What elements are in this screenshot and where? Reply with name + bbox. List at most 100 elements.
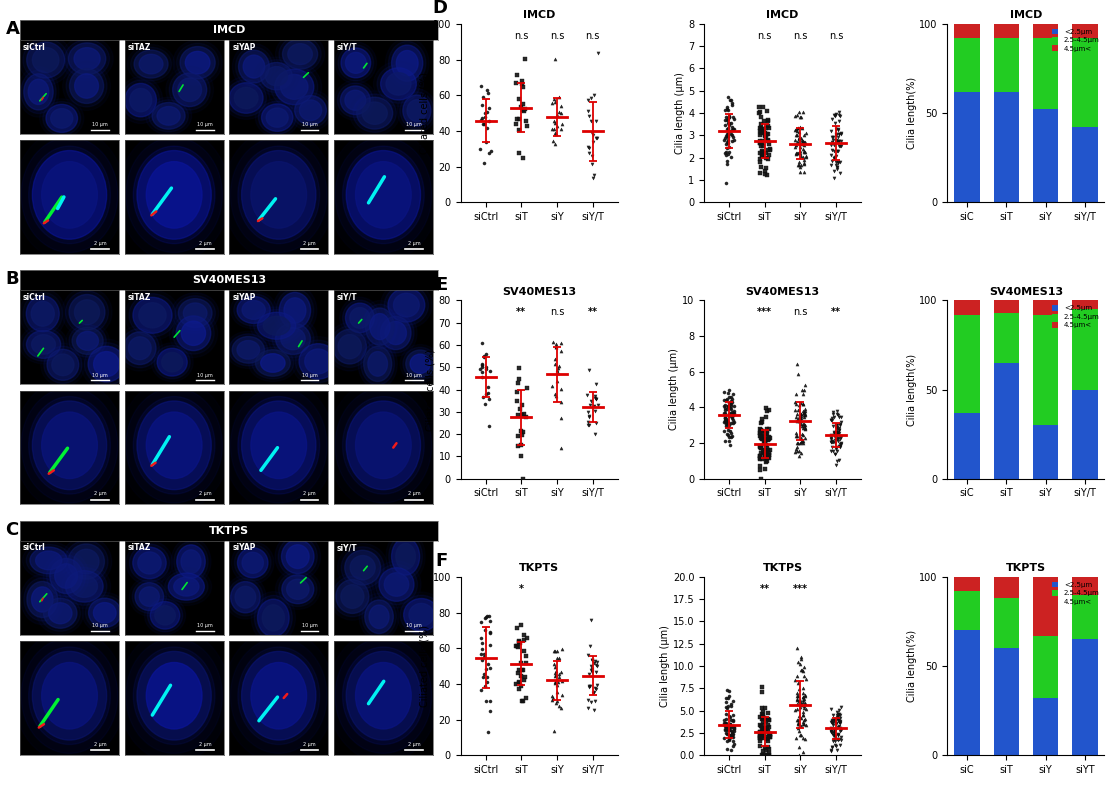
- Ellipse shape: [279, 36, 321, 72]
- Point: [824, 436, 841, 448]
- Ellipse shape: [133, 397, 215, 494]
- Ellipse shape: [125, 290, 180, 340]
- Point: [827, 739, 845, 752]
- Point: [475, 651, 493, 664]
- Point: [759, 153, 777, 165]
- Point: [480, 609, 497, 622]
- Point: [759, 740, 777, 753]
- Point: [788, 436, 806, 449]
- Point: [716, 717, 734, 730]
- Point: [719, 416, 737, 429]
- Bar: [993, 599, 1019, 648]
- Point: [753, 712, 770, 725]
- Point: [760, 728, 778, 741]
- Ellipse shape: [27, 296, 59, 332]
- Point: [751, 106, 769, 118]
- Point: [789, 713, 807, 726]
- Point: [553, 411, 571, 424]
- Point: [552, 337, 569, 350]
- Point: [789, 156, 807, 169]
- Point: [717, 420, 735, 432]
- Point: [796, 422, 814, 435]
- Point: [791, 145, 809, 157]
- Point: [793, 384, 810, 397]
- Ellipse shape: [238, 340, 260, 359]
- Ellipse shape: [335, 138, 432, 253]
- Ellipse shape: [129, 577, 170, 616]
- Ellipse shape: [235, 47, 272, 86]
- Text: TKTPS: TKTPS: [209, 525, 250, 536]
- Point: [579, 405, 597, 418]
- Point: [473, 648, 491, 661]
- Point: [719, 700, 737, 712]
- Point: [787, 138, 805, 151]
- Point: [546, 353, 564, 366]
- Ellipse shape: [336, 580, 369, 614]
- Point: [545, 92, 563, 105]
- Point: [723, 94, 740, 107]
- Point: [478, 725, 496, 738]
- Point: [759, 127, 777, 140]
- Point: [829, 130, 847, 143]
- Point: [723, 721, 740, 734]
- Point: [546, 666, 564, 679]
- Point: [795, 384, 813, 397]
- Point: [545, 657, 563, 670]
- Point: [795, 716, 813, 729]
- Point: [753, 719, 770, 732]
- Point: [585, 687, 603, 700]
- Point: [509, 682, 527, 695]
- Point: [828, 429, 846, 442]
- Point: [751, 427, 769, 440]
- Bar: [1072, 639, 1098, 755]
- Ellipse shape: [408, 603, 434, 626]
- Point: [754, 144, 771, 157]
- Point: [715, 399, 733, 412]
- Point: [586, 392, 604, 405]
- Ellipse shape: [23, 38, 69, 82]
- Point: [724, 120, 741, 133]
- Ellipse shape: [125, 388, 222, 503]
- Point: [757, 131, 775, 144]
- Point: [754, 681, 771, 693]
- Point: [790, 694, 808, 707]
- Point: [831, 430, 849, 443]
- Point: [755, 749, 773, 762]
- Point: [718, 402, 736, 415]
- Ellipse shape: [40, 99, 84, 138]
- Point: [756, 727, 774, 739]
- Point: [759, 747, 777, 759]
- Point: [585, 686, 603, 699]
- Point: [517, 411, 535, 424]
- Point: [511, 146, 528, 159]
- Point: [482, 704, 500, 717]
- Point: [515, 634, 533, 646]
- Point: [795, 708, 813, 721]
- Point: [750, 137, 768, 149]
- Point: [826, 731, 844, 743]
- Point: [724, 396, 741, 409]
- Ellipse shape: [13, 378, 125, 512]
- Ellipse shape: [173, 73, 206, 107]
- Point: [754, 125, 771, 138]
- Point: [794, 134, 811, 147]
- Point: [723, 398, 740, 410]
- Point: [796, 696, 814, 709]
- Point: [751, 153, 769, 165]
- Ellipse shape: [238, 146, 320, 243]
- Ellipse shape: [43, 552, 89, 600]
- Point: [549, 366, 567, 379]
- Point: [750, 107, 768, 119]
- Point: [722, 127, 739, 140]
- Point: [759, 134, 777, 146]
- Point: [794, 706, 811, 719]
- Point: [724, 714, 741, 727]
- Point: [788, 669, 806, 682]
- Point: [582, 664, 599, 677]
- Ellipse shape: [343, 397, 424, 494]
- Point: [793, 397, 810, 409]
- Ellipse shape: [47, 349, 79, 380]
- Ellipse shape: [359, 593, 400, 640]
- Point: [551, 652, 568, 665]
- Text: 2 μm: 2 μm: [199, 491, 211, 496]
